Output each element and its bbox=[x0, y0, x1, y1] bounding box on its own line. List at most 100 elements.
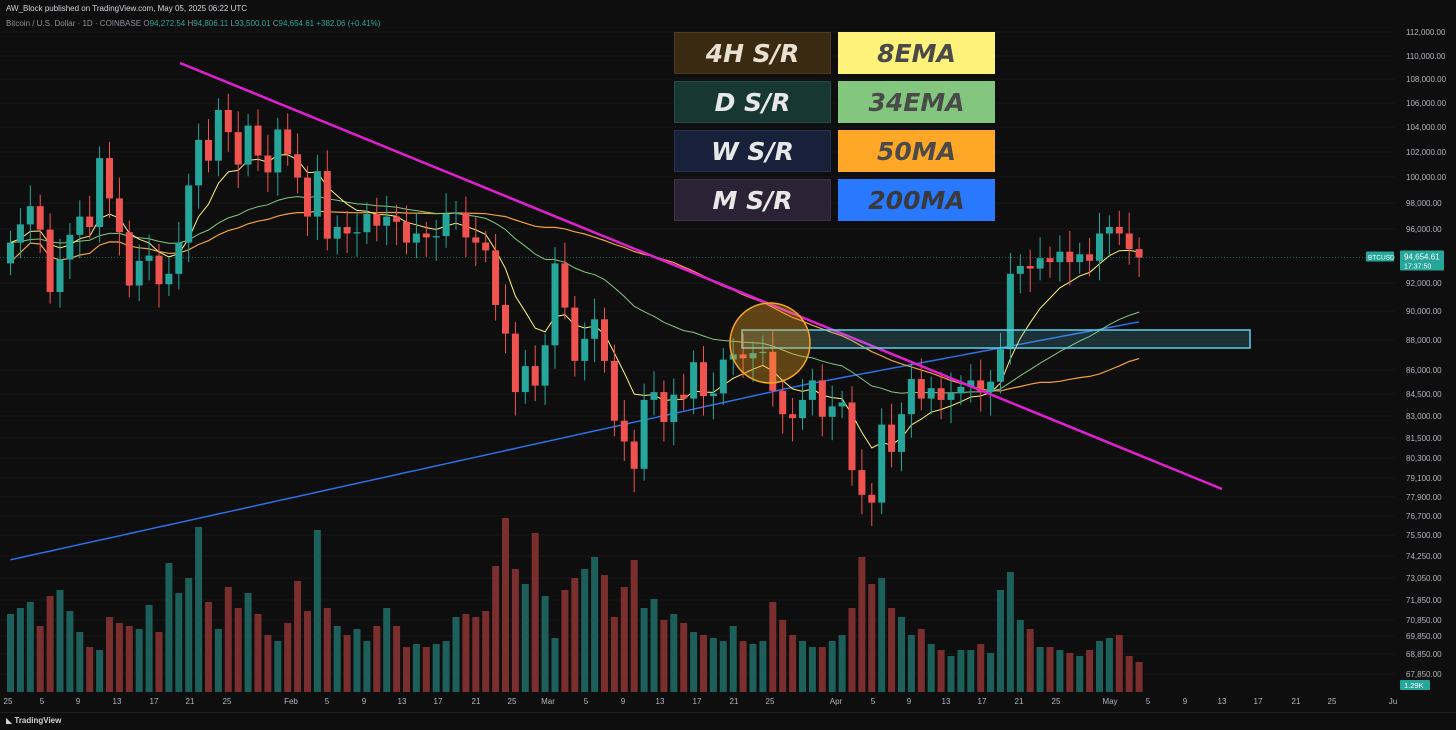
volume-bar bbox=[393, 626, 401, 692]
price-label: 98,000.00 bbox=[1406, 199, 1442, 208]
volume-bar bbox=[601, 575, 608, 692]
candle-body bbox=[462, 212, 470, 238]
legend-8ema: 8EMA bbox=[838, 32, 995, 74]
volume-bar bbox=[521, 584, 529, 692]
volume-bar bbox=[828, 641, 836, 692]
countdown-text: 17:37:50 bbox=[1404, 263, 1431, 270]
candle-body bbox=[26, 206, 34, 225]
price-label: 70,850.00 bbox=[1406, 616, 1442, 625]
legend-m-sr: M S/R bbox=[674, 179, 831, 221]
candle-body bbox=[521, 366, 529, 393]
volume-bar bbox=[195, 527, 203, 692]
price-label: 108,000.00 bbox=[1406, 75, 1447, 84]
candle-body bbox=[492, 250, 500, 305]
candle-body bbox=[323, 171, 331, 239]
volume-bar bbox=[531, 533, 539, 692]
volume-bar bbox=[115, 623, 123, 692]
time-axis[interactable]: 25 5 9 13 17 21 25 Feb 5 9 13 17 21 25 Mar 5 9 13 17 21 25 Ap… bbox=[4, 697, 1398, 706]
candle-body bbox=[531, 366, 539, 386]
candle-body bbox=[56, 259, 64, 292]
time-label: Apr bbox=[830, 697, 843, 706]
candle-body bbox=[1115, 227, 1123, 234]
price-label: 75,500.00 bbox=[1406, 531, 1442, 540]
time-label: 25 bbox=[766, 697, 775, 706]
price-label: 104,000.00 bbox=[1406, 123, 1447, 132]
candle-body bbox=[670, 394, 678, 422]
open-value: 94,272.54 bbox=[149, 19, 186, 28]
candle-body bbox=[789, 414, 797, 419]
candle-body bbox=[7, 242, 14, 264]
time-label: 5 bbox=[871, 697, 876, 706]
volume-bar bbox=[46, 596, 54, 692]
volume-bar bbox=[274, 641, 282, 692]
volume-bar bbox=[492, 566, 500, 692]
price-label: 90,000.00 bbox=[1406, 307, 1442, 316]
candle-body bbox=[373, 214, 381, 226]
volume-bar bbox=[165, 563, 173, 692]
volume-bar bbox=[442, 641, 450, 692]
candle-body bbox=[244, 125, 252, 165]
candle-body bbox=[353, 232, 361, 234]
volume-bar bbox=[640, 608, 648, 692]
volume-bars bbox=[7, 518, 1143, 692]
candle-body bbox=[700, 362, 707, 396]
tradingview-logo[interactable]: ◣ TradingView bbox=[6, 716, 62, 725]
volume-bar bbox=[234, 608, 242, 692]
candle-body bbox=[452, 212, 460, 214]
volume-bar bbox=[799, 641, 806, 692]
candle-body bbox=[1006, 273, 1014, 350]
volume-bar bbox=[125, 626, 133, 692]
candle-body bbox=[551, 263, 559, 346]
volume-bar bbox=[848, 608, 856, 692]
volume-bar bbox=[36, 626, 44, 692]
volume-bar bbox=[403, 647, 410, 692]
candle-body bbox=[640, 399, 648, 469]
candle-body bbox=[719, 359, 727, 394]
volume-bar bbox=[56, 590, 64, 692]
candle-body bbox=[363, 214, 371, 233]
change-value: +382.06 (+0.41%) bbox=[316, 19, 381, 28]
volume-bar bbox=[610, 617, 618, 692]
volume-bar bbox=[16, 608, 24, 692]
time-label: 17 bbox=[434, 697, 443, 706]
volume-bar bbox=[808, 647, 816, 692]
volume-bar bbox=[1046, 647, 1054, 692]
candle-body bbox=[264, 155, 272, 173]
high-label: H bbox=[187, 19, 194, 28]
price-axis[interactable]: 112,000.00 110,000.00 108,000.00 106,000.00… bbox=[1366, 28, 1447, 690]
ma200-line bbox=[10, 321, 1140, 561]
volume-bar bbox=[462, 614, 470, 692]
volume-bar bbox=[739, 641, 747, 692]
candle-body bbox=[502, 305, 509, 334]
volume-bar bbox=[759, 641, 767, 692]
candle-body bbox=[581, 338, 589, 361]
volume-bar bbox=[452, 617, 460, 692]
ohlc-line: Bitcoin / U.S. Dollar · 1D · COINBASE O9… bbox=[6, 19, 380, 28]
time-label: 13 bbox=[1218, 697, 1227, 706]
price-label: 102,000.00 bbox=[1406, 148, 1447, 157]
volume-bar bbox=[205, 602, 212, 692]
legend-4h-sr: 4H S/R bbox=[674, 32, 831, 74]
grid bbox=[0, 31, 1395, 675]
candle-body bbox=[36, 206, 44, 230]
candle-body bbox=[86, 216, 94, 227]
volume-bar bbox=[551, 638, 559, 692]
price-label: 74,250.00 bbox=[1406, 552, 1442, 561]
volume-bar bbox=[224, 587, 232, 692]
volume-bar bbox=[76, 632, 84, 692]
candle-body bbox=[868, 494, 876, 503]
price-label: 96,000.00 bbox=[1406, 225, 1442, 234]
candle-body bbox=[987, 381, 995, 393]
candle-body bbox=[541, 345, 549, 386]
candle-body bbox=[571, 307, 579, 361]
volume-bar bbox=[1066, 653, 1074, 692]
price-label: 92,000.00 bbox=[1406, 279, 1442, 288]
candle-body bbox=[76, 216, 84, 235]
candle-body bbox=[967, 380, 975, 387]
candle-body bbox=[224, 110, 232, 133]
candle-body bbox=[304, 177, 311, 217]
candle-body bbox=[630, 441, 638, 469]
candle-body bbox=[610, 360, 618, 421]
candle-body bbox=[759, 351, 767, 354]
